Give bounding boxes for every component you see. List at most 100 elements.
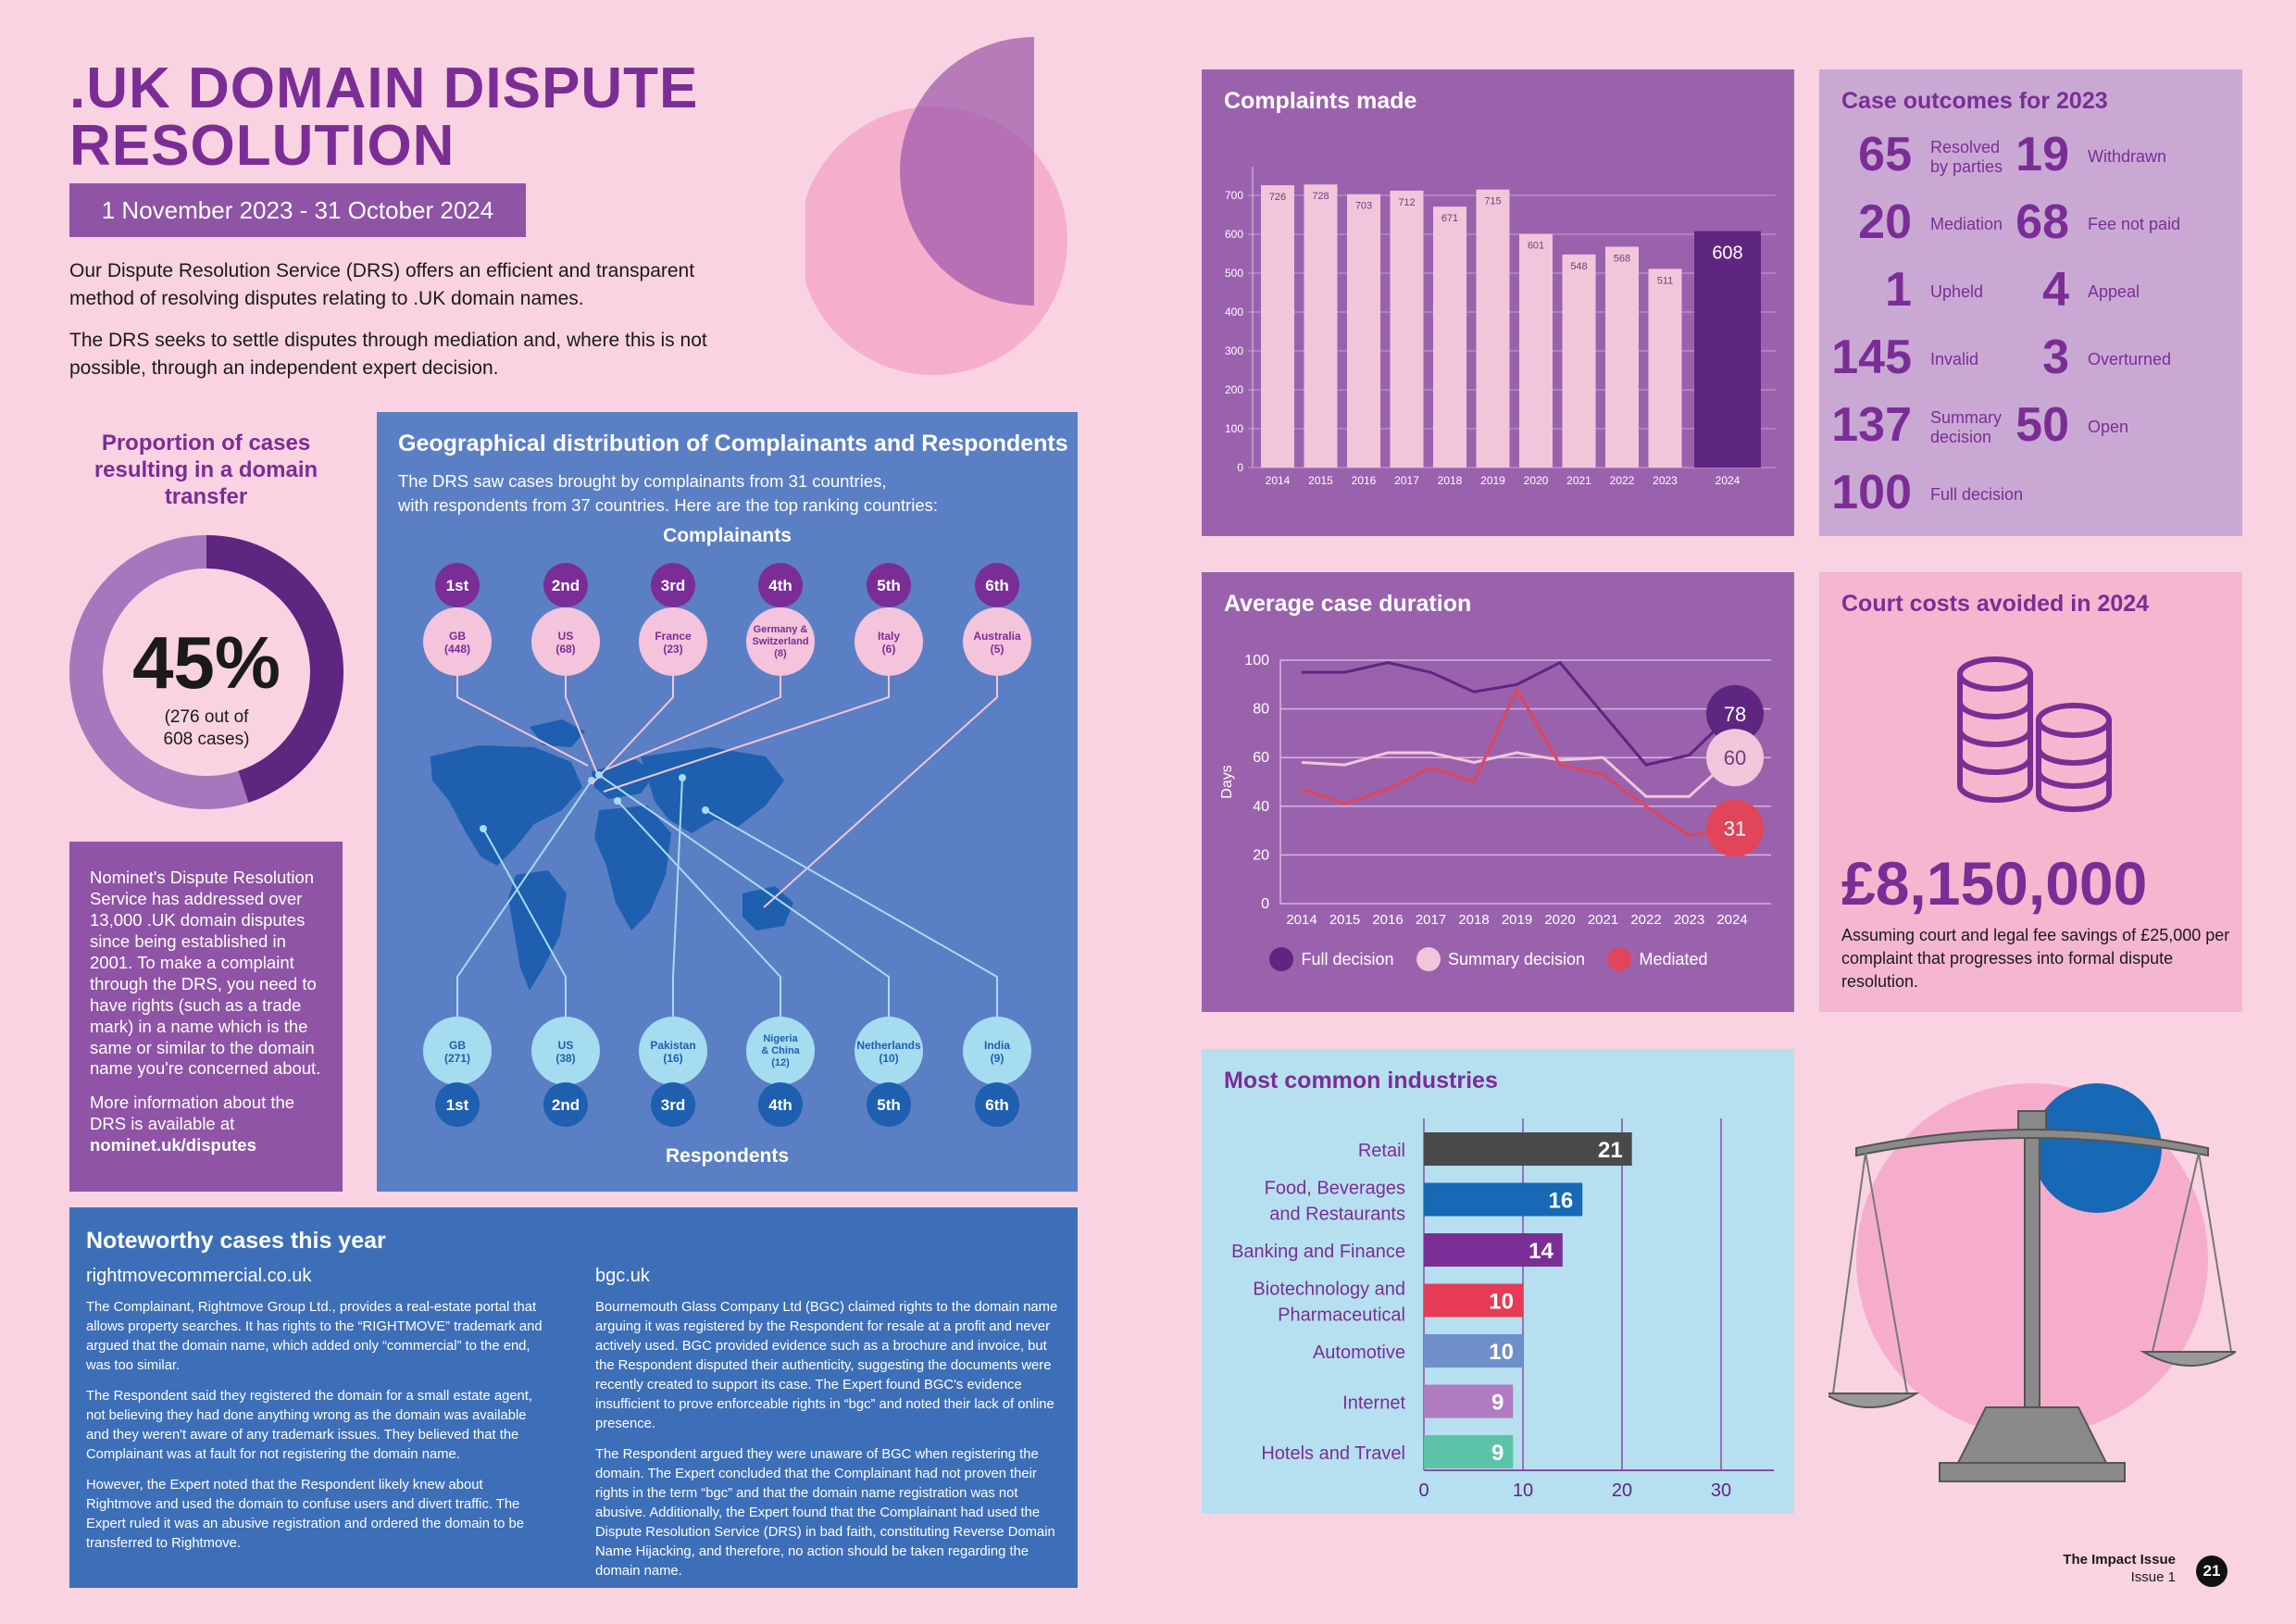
bar-2019 xyxy=(1476,189,1510,468)
donut-sub-2: 608 cases) xyxy=(164,730,250,749)
series-line-1 xyxy=(1301,751,1734,798)
outcome-label: Mediation xyxy=(1930,215,2003,233)
respondent-country: US xyxy=(558,1039,574,1052)
category-label: Hotels and Travel xyxy=(1261,1443,1405,1464)
x-tick-label: 2019 xyxy=(1502,912,1532,928)
y-tick-label: 400 xyxy=(1225,306,1243,319)
outcome-number: 3 xyxy=(2042,331,2069,384)
scales-chains xyxy=(1832,1152,2232,1394)
x-tick-label: 2019 xyxy=(1480,474,1505,487)
geo-connector-lines xyxy=(456,675,998,1018)
complainant-rank: 1st xyxy=(446,577,469,594)
outcome-number: 145 xyxy=(1831,331,1912,384)
complainant-rank: 2nd xyxy=(552,577,580,594)
respondent-connector xyxy=(598,774,890,1018)
complainant-country: US xyxy=(558,630,574,643)
bar-industry-6 xyxy=(1424,1435,1514,1468)
legend-dot-full xyxy=(1269,947,1294,971)
footer-issue-title: The Impact Issue xyxy=(2063,1552,2176,1568)
bar-industry-5 xyxy=(1424,1384,1514,1418)
complaints-panel: Complaints made 0 100 200 300 400 500 600 700 72… xyxy=(1202,69,1794,536)
respondent-rank: 6th xyxy=(985,1096,1009,1114)
respondent-connector xyxy=(705,809,998,1018)
case-rightmove-p1: The Complainant, Rightmove Group Ltd., p… xyxy=(86,1300,543,1374)
x-tick-label: 2018 xyxy=(1438,474,1463,487)
industries-panel: Most common industries 0 10 20 30 21 Retail 16… xyxy=(1202,1049,1794,1514)
x-tick-label: 2020 xyxy=(1544,912,1575,928)
bar-2018 xyxy=(1433,206,1466,468)
geo-map: 1stGB(448)2ndUS(68)3rdFrance(23)4thGerma… xyxy=(423,563,1031,1127)
duration-chart: 0 20 40 60 80 100 Days 2014 2015 2016 2017 2018 2019… xyxy=(1219,653,1771,928)
series-end-marker-1 xyxy=(1706,729,1764,787)
donut-arc-transfer xyxy=(69,535,343,809)
noteworthy-title: Noteworthy cases this year xyxy=(86,1228,386,1254)
outcome-label: Summary decision xyxy=(1930,408,2003,446)
scales-shape xyxy=(1855,1110,2209,1482)
bar-value-label: 712 xyxy=(1398,197,1415,208)
respondent-rank: 4th xyxy=(768,1096,792,1114)
donut-sub-1: (276 out of xyxy=(165,707,250,727)
respondent-circle xyxy=(746,1017,815,1085)
legend-label-mediated: Mediated xyxy=(1639,949,1708,968)
respondent-country: India xyxy=(984,1039,1010,1052)
scales-blue-circle xyxy=(2032,1083,2162,1213)
respondent-country-line-2: & China xyxy=(761,1045,800,1056)
respondent-count: (271) xyxy=(444,1052,470,1065)
series-line-2 xyxy=(1301,686,1733,837)
y-tick-label: 0 xyxy=(1261,896,1269,912)
outcome-number: 50 xyxy=(2015,398,2069,452)
x-tick-label: 0 xyxy=(1418,1480,1429,1501)
complainant-connector xyxy=(565,675,600,779)
proportion-donut: 45% (276 out of 608 cases) xyxy=(69,535,343,809)
complainant-country: GB xyxy=(449,630,466,643)
category-label-line-2: and Restaurants xyxy=(1269,1205,1405,1225)
respondent-rank-badge xyxy=(867,1082,911,1127)
complainant-rank-badge xyxy=(543,563,588,607)
scales-left-pan xyxy=(1828,1393,1920,1408)
bar-2023 xyxy=(1648,269,1682,468)
complainant-rank: 6th xyxy=(985,577,1009,594)
nominet-link[interactable]: nominet.uk/disputes xyxy=(90,1135,256,1156)
respondent-location-dot xyxy=(480,825,487,832)
bar-2022 xyxy=(1605,246,1639,468)
x-tick-label: 2016 xyxy=(1352,474,1377,487)
bar-industry-4 xyxy=(1424,1334,1523,1368)
respondent-country: Nigeria xyxy=(763,1033,798,1044)
complainant-rank-badge xyxy=(651,563,695,607)
bar-value-label: 703 xyxy=(1355,201,1372,212)
bar-value-label: 728 xyxy=(1312,191,1329,202)
outcome-label: Open xyxy=(2088,418,2129,436)
y-tick-label: 40 xyxy=(1253,799,1269,815)
map-australia xyxy=(742,886,793,931)
map-greenland xyxy=(530,719,585,747)
respondent-rank: 1st xyxy=(446,1096,469,1114)
map-africa xyxy=(594,806,671,931)
case-rightmove-domain: rightmovecommercial.co.uk xyxy=(86,1266,312,1286)
duration-panel: Average case duration 0 20 40 60 80 100 Days 20… xyxy=(1202,572,1794,1012)
respondent-count: (12) xyxy=(771,1057,790,1068)
outcomes-panel: Case outcomes for 2023 65 Resolved by par… xyxy=(1819,69,2242,536)
respondent-connector xyxy=(672,777,683,1018)
complainant-connector xyxy=(591,675,674,785)
respondent-circle xyxy=(531,1017,600,1085)
x-tick-label: 30 xyxy=(1711,1480,1731,1501)
series-end-label-1: 60 xyxy=(1724,746,1746,769)
respondent-rank: 5th xyxy=(877,1096,901,1114)
complainant-connector xyxy=(603,675,890,793)
y-tick-label: 500 xyxy=(1225,267,1243,280)
case-bgc-domain: bgc.uk xyxy=(595,1266,650,1286)
complainant-circle xyxy=(423,607,492,676)
noteworthy-panel: Noteworthy cases this year rightmovecomm… xyxy=(69,1207,1078,1588)
category-label: Banking and Finance xyxy=(1231,1242,1405,1262)
complainant-count: (68) xyxy=(555,643,575,656)
geo-title: Geographical distribution of Complainant… xyxy=(398,431,1068,456)
outcome-label: Invalid xyxy=(1930,350,1979,369)
respondent-connector xyxy=(456,780,593,1018)
complainant-circle xyxy=(855,607,923,676)
bar-value-label: 9 xyxy=(1491,1391,1504,1416)
outcome-number: 100 xyxy=(1831,466,1912,519)
respondent-circle xyxy=(423,1017,492,1085)
series-line-0 xyxy=(1302,660,1734,767)
complainant-country: Australia xyxy=(973,630,1021,643)
x-tick-label: 2014 xyxy=(1266,474,1291,487)
